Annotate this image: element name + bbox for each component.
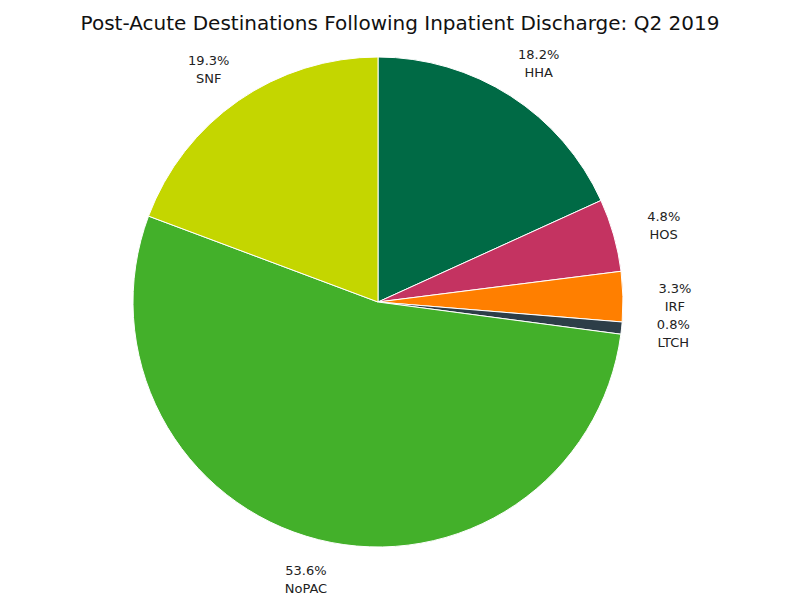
- data-label: 19.3%: [188, 53, 229, 68]
- pie-slices: [133, 57, 623, 547]
- slice-labels: 18.2% HHA 4.8% HOS 3.3% IRF 0.8% LTCH 53.6% NoPAC…: [188, 47, 691, 596]
- data-label: 53.6%: [285, 563, 326, 578]
- category-label: NoPAC: [285, 581, 327, 596]
- pie-slice: [149, 57, 378, 302]
- data-label: 0.8%: [657, 317, 690, 332]
- chart-container: Post-Acute Destinations Following Inpati…: [0, 0, 800, 600]
- data-label: 18.2%: [518, 47, 559, 62]
- chart-title: Post-Acute Destinations Following Inpati…: [81, 11, 720, 35]
- category-label: LTCH: [658, 335, 689, 350]
- category-label: HHA: [524, 65, 553, 80]
- data-label: 3.3%: [658, 281, 691, 296]
- category-label: IRF: [665, 299, 685, 314]
- category-label: SNF: [196, 71, 221, 86]
- data-label: 4.8%: [647, 209, 680, 224]
- category-label: HOS: [650, 227, 678, 242]
- chart-svg: Post-Acute Destinations Following Inpati…: [0, 0, 800, 600]
